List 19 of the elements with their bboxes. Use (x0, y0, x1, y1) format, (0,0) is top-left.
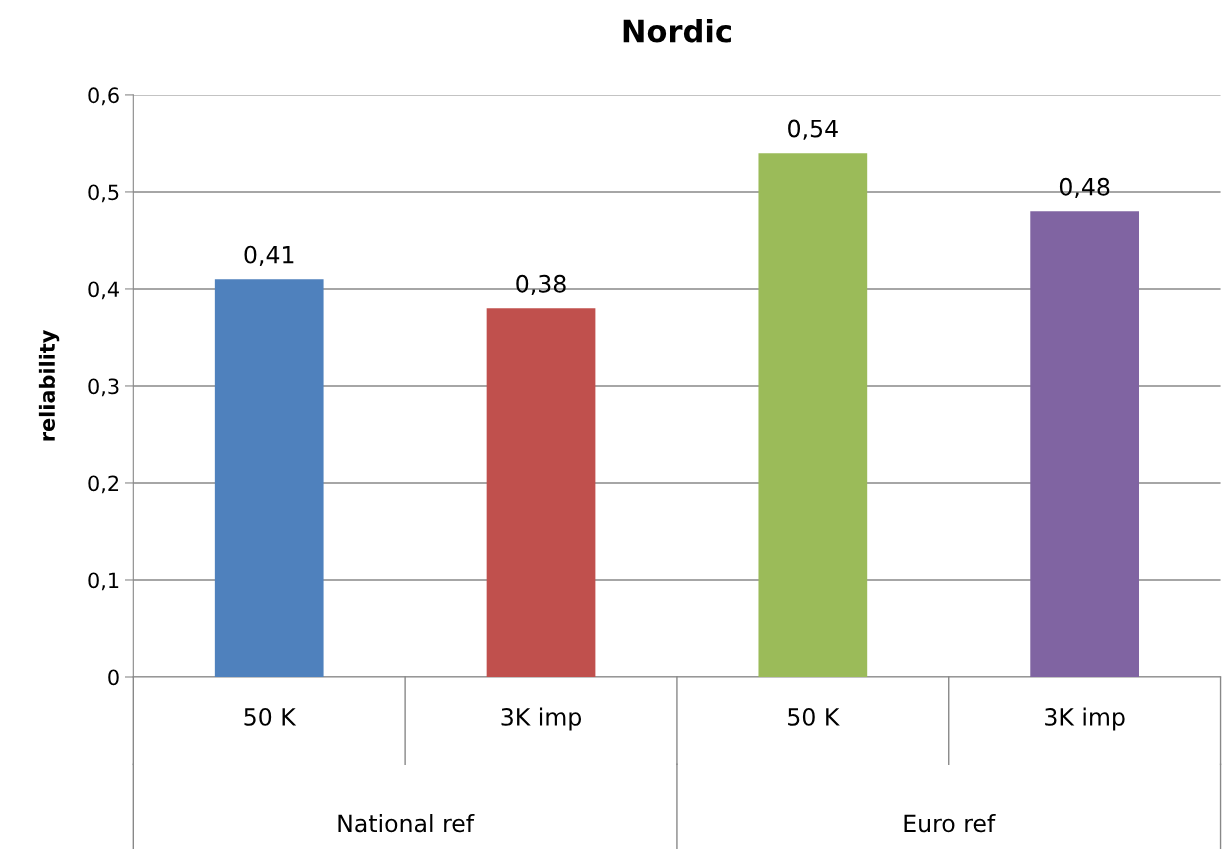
x-tick-label: 50 K (244, 707, 297, 726)
y-tick-label: 0,1 (88, 572, 119, 591)
x-tick-label: 3K imp (1045, 707, 1125, 731)
y-tick-label: 0,2 (88, 475, 119, 494)
data-label: 0,48 (1059, 177, 1110, 199)
y-tick-label: 0 (108, 669, 119, 686)
text: National ref (338, 814, 475, 833)
data-label: 0,41 (244, 245, 294, 266)
chart-title: Nordic (623, 18, 731, 43)
text: Euro ref (904, 814, 996, 833)
data-label: 0,38 (516, 274, 566, 296)
data-label: 0,54 (788, 119, 838, 140)
x-tick-label: 3K imp (501, 707, 582, 731)
y-tick-label: 0,3 (88, 378, 119, 397)
y-axis-title: reliability (38, 330, 60, 441)
y-tick-label: 0,4 (88, 281, 119, 300)
y-tick-label: 0,5 (88, 184, 119, 203)
y-tick-label: 0,6 (88, 87, 119, 106)
x-tick-label: 50 K (788, 707, 840, 726)
